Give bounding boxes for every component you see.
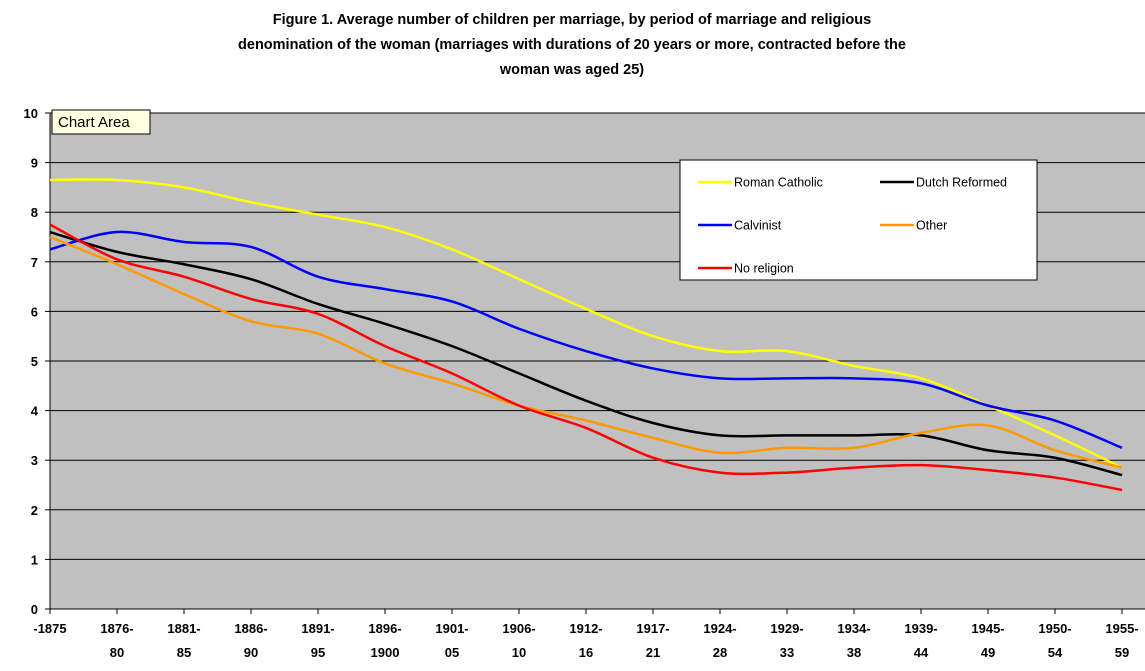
x-tick-label: 1891- 95 [301,621,334,660]
x-tick-label: 1912- 16 [569,621,602,660]
legend-label: Roman Catholic [734,176,823,190]
y-tick-label: 3 [31,453,38,468]
x-tick-label-line: 16 [579,645,593,660]
x-tick-label-line: 54 [1048,645,1063,660]
x-tick-label-line: 95 [311,645,325,660]
x-tick-label-line: 28 [713,645,727,660]
x-tick-label-line: 49 [981,645,995,660]
x-tick-label: 1945- 49 [971,621,1004,660]
x-tick-label-line: 1917- [636,621,669,636]
y-tick-label: 9 [31,156,38,171]
y-tick-label: 4 [31,404,39,419]
x-tick-label: 1876- 80 [100,621,133,660]
x-tick-label-line: 1886- [234,621,267,636]
x-tick-label-line: 90 [244,645,258,660]
x-tick-label-line: 1929- [770,621,803,636]
series-line [49,235,1123,469]
x-tick-label: 1924- 28 [703,621,736,660]
y-tick-label: 6 [31,304,38,319]
chart-title-line: Figure 1. Average number of children per… [273,12,871,28]
x-tick-label-line: 1924- [703,621,736,636]
x-tick-label-line: 33 [780,645,794,660]
x-tick-label-line: 1945- [971,621,1004,636]
x-tick-label-line: 1900 [371,645,400,660]
series-line [49,223,1123,492]
x-tick-label-line: 1881- [167,621,200,636]
chart-title-line: denomination of the woman (marriages wit… [238,37,906,53]
legend-label: Other [916,219,947,233]
x-tick-label: 1896- 1900 [368,621,401,660]
x-tick-label-line: 1906- [502,621,535,636]
x-tick-label: 1929- 33 [770,621,803,660]
x-tick-label: 1917- 21 [636,621,669,660]
x-tick-label: 1955- 59 [1105,621,1138,660]
chart-title-line: woman was aged 25) [499,62,644,78]
x-tick-label-line: 10 [512,645,526,660]
y-tick-label: 8 [31,205,38,220]
x-tick-label: 1950- 54 [1038,621,1071,660]
x-tick-label: 1906- 10 [502,621,535,660]
x-tick-label: 1901- 05 [435,621,468,660]
x-tick-label-line: 38 [847,645,861,660]
legend-label: Calvinist [734,219,782,233]
x-tick-label-line: 59 [1115,645,1129,660]
legend-label: No religion [734,262,794,276]
y-tick-label: 5 [31,354,38,369]
x-tick-label-line: 21 [646,645,660,660]
x-tick-label-line: 80 [110,645,124,660]
x-tick-label-line: 1912- [569,621,602,636]
y-tick-label: 10 [24,106,38,121]
x-tick-label: 1939- 44 [904,621,937,660]
legend-label: Dutch Reformed [916,176,1007,190]
x-tick-label-line: 05 [445,645,459,660]
tooltip-text: Chart Area [58,114,130,131]
x-tick-label-line: 1955- [1105,621,1138,636]
y-tick-label: 2 [31,503,38,518]
x-tick-label-line: 1934- [837,621,870,636]
tooltip-box [51,109,151,135]
x-tick-label: 1881- 85 [167,621,200,660]
legend-box [679,159,1038,281]
x-tick-label-line: 44 [914,645,929,660]
x-tick-label-line: 1876- [100,621,133,636]
x-tick-label-line: 1901- [435,621,468,636]
series-line [49,230,1123,477]
x-tick-label-line: 1939- [904,621,937,636]
x-tick-label-line: 1896- [368,621,401,636]
x-tick-label: 1886- 90 [234,621,267,660]
series-line [49,178,1123,469]
x-tick-label-line: 1891- [301,621,334,636]
y-tick-label: 1 [31,552,38,567]
x-tick-label-line: -1875 [33,621,66,636]
series-line [49,230,1123,449]
x-tick-label-line: 85 [177,645,191,660]
x-tick-label-line: 1950- [1038,621,1071,636]
x-tick-label: -1875 [33,621,66,636]
y-tick-label: 7 [31,255,38,270]
y-tick-label: 0 [31,602,38,617]
x-tick-label: 1934- 38 [837,621,870,660]
